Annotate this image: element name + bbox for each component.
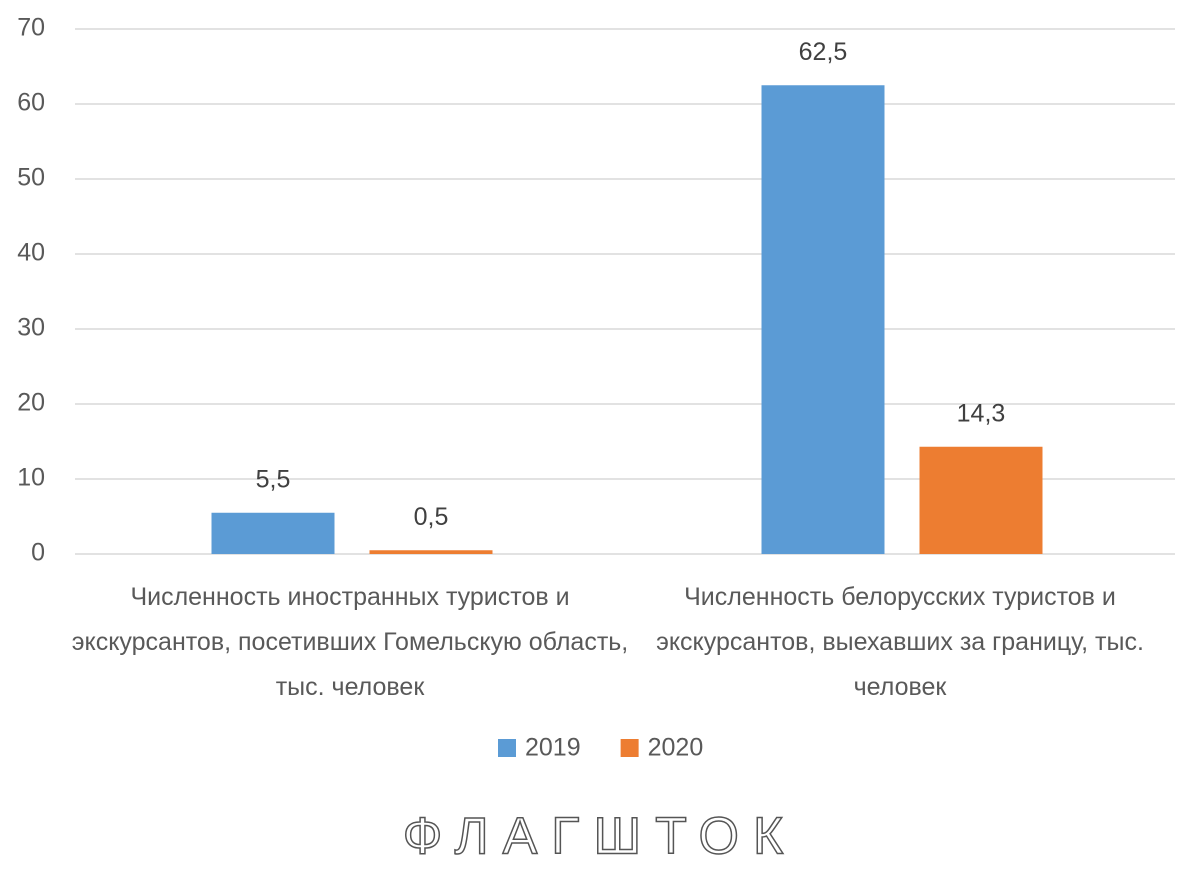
data-label: 5,5: [256, 465, 291, 493]
bar: [761, 85, 885, 554]
y-tick-label: 10: [17, 464, 45, 492]
x-tick-label: Численность белорусских туристов и экску…: [656, 583, 1144, 701]
data-label: 62,5: [799, 38, 848, 66]
watermark: ФЛАГШТОК: [403, 808, 798, 866]
legend-label: 2020: [648, 734, 704, 762]
y-tick-label: 20: [17, 389, 45, 417]
y-tick-label: 50: [17, 164, 45, 192]
data-label: 14,3: [957, 399, 1006, 427]
y-tick-label: 60: [17, 89, 45, 117]
x-tick-label: Численность иностранных туристов и экску…: [71, 583, 629, 701]
bar: [369, 550, 493, 554]
y-tick-label: 0: [31, 539, 45, 567]
data-label: 0,5: [414, 503, 449, 531]
y-tick-label: 70: [17, 14, 45, 42]
legend-label: 2019: [525, 734, 581, 762]
bar: [919, 446, 1043, 554]
y-tick-label: 30: [17, 314, 45, 342]
bar: [211, 512, 335, 554]
legend-swatch: [498, 739, 516, 757]
legend-swatch: [620, 739, 639, 757]
y-tick-label: 40: [17, 239, 45, 267]
